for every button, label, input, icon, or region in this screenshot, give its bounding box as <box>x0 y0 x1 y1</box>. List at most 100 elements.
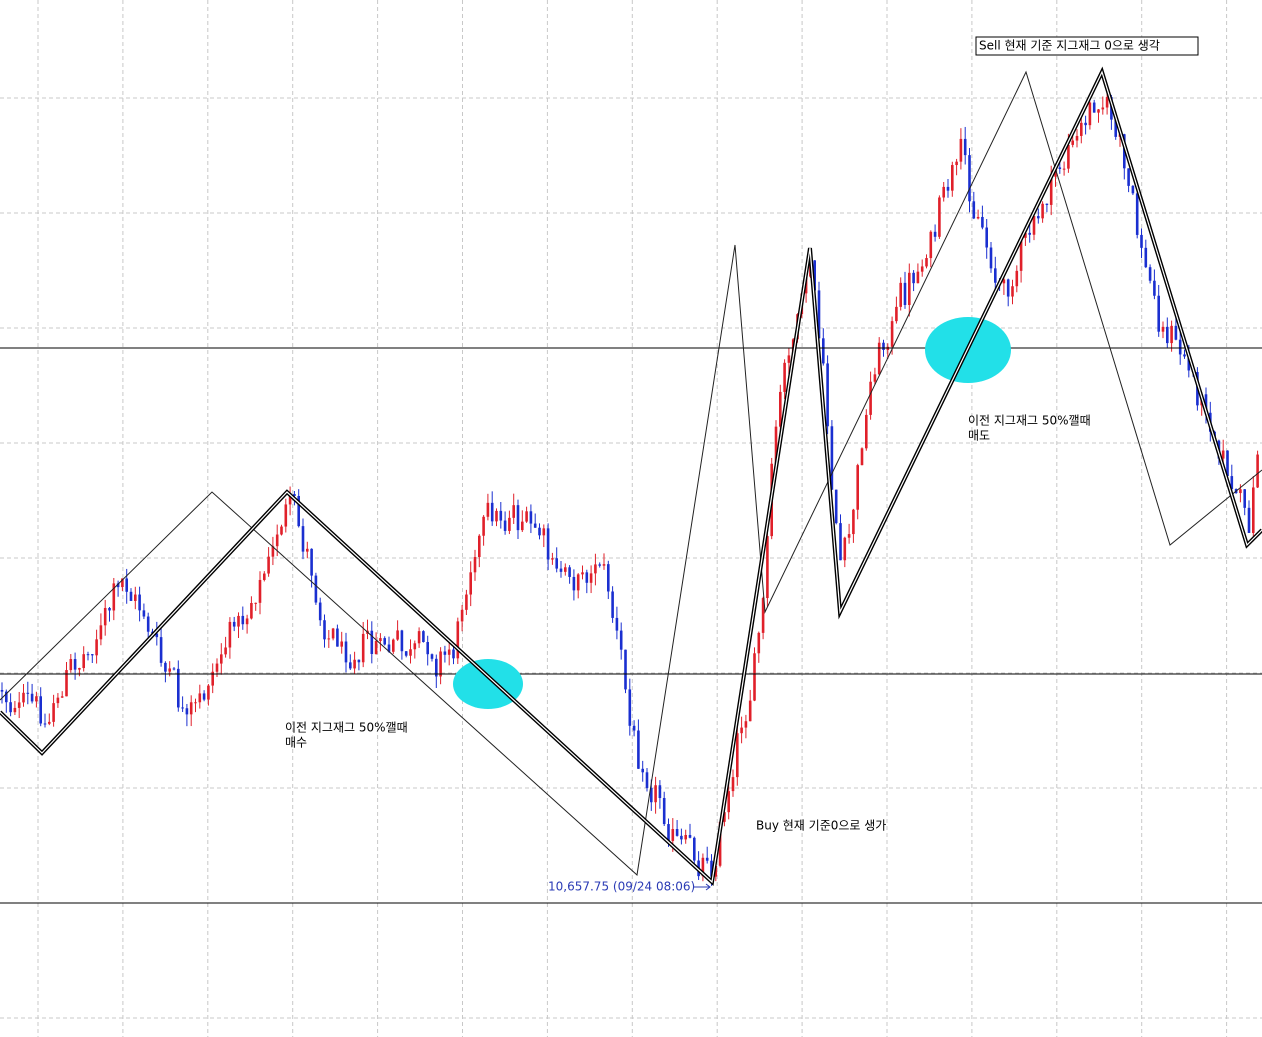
candle-body <box>675 829 679 836</box>
candle-body <box>581 572 584 575</box>
candle-body <box>1105 97 1109 108</box>
candle-body <box>361 633 365 663</box>
candle-body <box>929 231 933 259</box>
candle-body <box>834 489 838 524</box>
candle-body <box>963 138 967 156</box>
candle-body <box>469 572 472 595</box>
candle-body <box>890 321 894 347</box>
candle-body <box>177 668 180 708</box>
candle-body <box>1114 119 1117 137</box>
candle-body <box>693 837 696 861</box>
candle-body <box>344 641 348 663</box>
zigzag-thick-outer <box>0 66 1262 887</box>
candle-body <box>1101 107 1105 110</box>
candle-body <box>955 161 958 166</box>
candle-body <box>228 621 232 648</box>
candle-body <box>185 708 189 715</box>
candle-body <box>895 306 898 322</box>
candles <box>0 86 1259 886</box>
candle-body <box>503 520 507 531</box>
candle-body <box>95 639 98 656</box>
candle-body <box>628 689 632 726</box>
candle-body <box>336 628 339 647</box>
candle-body <box>1204 394 1208 413</box>
candle-body <box>994 268 997 283</box>
candle-body <box>207 685 210 700</box>
candle-body <box>142 610 146 617</box>
candle-body <box>1174 325 1178 340</box>
candle-body <box>1062 168 1066 170</box>
candle-body <box>306 548 309 552</box>
candle-body <box>938 197 941 237</box>
candle-body <box>17 702 21 708</box>
candle-body <box>1058 167 1062 169</box>
candle-body <box>671 829 675 841</box>
candle-body <box>865 414 868 449</box>
candle-body <box>78 668 81 670</box>
candle-body <box>912 272 915 284</box>
candle-body <box>701 857 705 877</box>
candle-body <box>297 495 300 527</box>
candle-body <box>529 511 533 524</box>
candle-body <box>1011 286 1014 297</box>
buy-note: Buy 현재 기준0으로 생가 <box>756 819 886 833</box>
candle-body <box>761 598 765 633</box>
candle-body <box>241 615 245 625</box>
candle-body <box>555 558 558 569</box>
candle-body <box>684 834 687 840</box>
candle-body <box>1015 270 1019 287</box>
candle-body <box>258 579 262 603</box>
candle-body <box>349 662 352 669</box>
candle-body <box>641 768 644 773</box>
candle-body <box>860 448 864 466</box>
candle-body <box>667 824 670 841</box>
candle-body <box>1230 476 1234 490</box>
candle-body <box>1183 354 1186 357</box>
candle-body <box>877 342 881 375</box>
candle-body <box>1161 326 1165 332</box>
candle-body <box>211 671 214 686</box>
candle-body <box>1243 489 1246 508</box>
candle-body <box>413 643 417 650</box>
candle-body <box>194 702 197 704</box>
candle-body <box>1024 232 1027 238</box>
candle-body <box>688 834 692 838</box>
candle-body <box>69 659 73 671</box>
candle-body <box>899 282 902 307</box>
candle-body <box>263 573 266 580</box>
candle-body <box>572 576 576 591</box>
candle-body <box>942 186 945 198</box>
candle-body <box>658 785 662 799</box>
candle-body <box>813 260 816 291</box>
candle-body <box>43 723 47 725</box>
candle-body <box>1067 144 1070 169</box>
candle-body <box>490 502 494 522</box>
candle-body <box>585 572 589 583</box>
candle-body <box>172 668 176 670</box>
candle-body <box>568 567 571 577</box>
candle-body <box>946 186 950 191</box>
candle-body <box>340 641 343 647</box>
candle-body <box>323 620 326 640</box>
candle-body <box>108 607 111 611</box>
candle-body <box>882 342 885 350</box>
candle-body <box>624 649 627 690</box>
candle-body <box>972 201 976 219</box>
candle-body <box>598 564 601 566</box>
candle-body <box>740 727 743 734</box>
candle-body <box>542 528 546 536</box>
candle-body <box>1131 185 1135 194</box>
candle-body <box>5 691 8 703</box>
candle-body <box>164 662 167 672</box>
candle-body <box>22 692 25 703</box>
candle-body <box>495 510 498 522</box>
candle-body <box>245 618 249 625</box>
candle-body <box>843 537 847 561</box>
candle-body <box>1019 237 1023 271</box>
candle-body <box>822 338 825 364</box>
candle-body <box>426 642 429 655</box>
candle-body <box>52 703 55 722</box>
sell-note: Sell 현재 기준 지그재그 0으로 생각 <box>979 39 1160 53</box>
candle-body <box>1032 216 1036 235</box>
